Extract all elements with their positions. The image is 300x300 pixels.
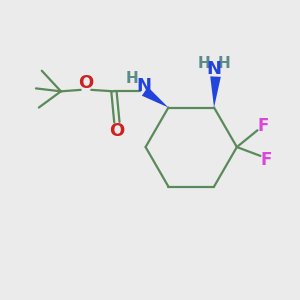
Text: O: O [109,122,124,140]
Polygon shape [210,76,221,107]
Text: N: N [206,60,221,78]
Text: F: F [257,117,269,135]
Polygon shape [142,87,168,107]
Text: H: H [218,56,230,70]
Text: H: H [197,56,210,70]
Text: F: F [261,151,272,169]
Text: N: N [137,77,152,95]
Text: O: O [78,74,94,92]
Text: H: H [126,70,139,86]
